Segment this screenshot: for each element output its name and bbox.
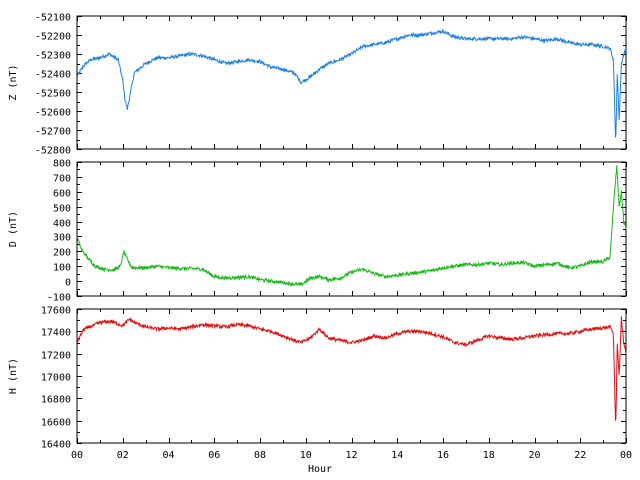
chart-panels: -52100 -52200 -52300 -52400 -52500 -52600 -527… [8,13,627,451]
y-tick-label: -52500 [35,89,71,100]
x-tick-label: 04 [162,450,174,461]
x-tick-label: 16 [437,450,449,461]
y-tick-label: -52400 [35,70,71,81]
x-tick-label: 00 [71,450,83,461]
x-tick-label: 02 [117,450,129,461]
y-tick-label: -52600 [35,108,71,119]
x-tick-label: 00 [620,450,632,461]
y-tick-label: 500 [53,204,71,215]
y-axis-title: H (nT) [8,358,19,394]
panel-1: -52100 -52200 -52300 -52400 -52500 -52600 -527… [8,13,627,157]
y-tick-label: 16800 [41,395,71,406]
y-tick-label: 0 [65,278,71,289]
series-line-3 [77,316,627,421]
x-tick-label: 20 [528,450,540,461]
y-tick-label: -52100 [35,13,71,24]
x-tick-label: 22 [574,450,586,461]
y-tick-label: -52200 [35,32,71,43]
x-tick-label: 12 [345,450,357,461]
x-tick-label: 06 [208,450,220,461]
y-tick-label: 17200 [41,351,71,362]
y-tick-label: 600 [53,189,71,200]
x-axis-title: Hour [308,464,332,475]
y-tick-label: 300 [53,233,71,244]
x-tick-label: 18 [483,450,495,461]
y-tick-label: 800 [53,159,71,170]
y-tick-label: 100 [53,263,71,274]
panel-2: 800 700 600 500 400 300 200 100 0 -100 D (nT) [8,159,627,304]
y-tick-label: 200 [53,248,71,259]
y-tick-label: -52800 [35,146,71,157]
y-tick-label: -52700 [35,127,71,138]
y-tick-label: 400 [53,219,71,230]
x-tick-label: 10 [300,450,312,461]
y-tick-label: 16400 [41,440,71,451]
x-tick-label: 14 [391,450,403,461]
series-line-2 [76,165,627,288]
y-tick-label: 17600 [41,306,71,317]
x-tick-label: 08 [254,450,266,461]
panel-frame [76,161,627,297]
panel-3: 17600 17400 17200 17000 16800 16600 16400 H (nT… [8,306,627,451]
panel-frame [76,15,627,150]
x-axis: 00 02 04 06 08 10 12 14 16 18 20 22 00 [71,450,632,461]
series-line-1 [76,28,627,138]
y-tick-label: 17400 [41,328,71,339]
y-tick-label: 700 [53,174,71,185]
y-tick-label: -52300 [35,51,71,62]
y-tick-label: 16600 [41,418,71,429]
y-tick-label: -100 [47,293,71,304]
y-axis-title: Z (nT) [8,64,19,100]
y-tick-label: 17000 [41,373,71,384]
y-axis-title: D (nT) [8,211,19,247]
